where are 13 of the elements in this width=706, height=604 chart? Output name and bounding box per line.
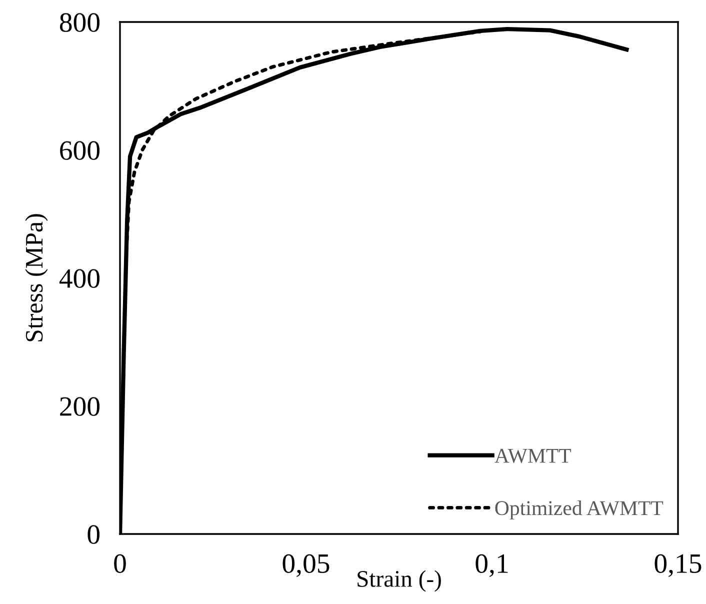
- x-tick-label: 0,1: [476, 554, 508, 577]
- y-tick-label: 600: [60, 141, 100, 160]
- legend-label: AWMTT: [494, 448, 572, 463]
- y-tick-label: 0: [88, 525, 100, 544]
- y-axis-title: Stress (MPa): [25, 214, 48, 342]
- y-tick-label: 800: [60, 13, 100, 32]
- y-tick-label: 400: [59, 269, 100, 288]
- x-tick-label: 0,15: [654, 554, 702, 577]
- legend-label: Optimized AWMTT: [495, 500, 664, 520]
- x-axis-title: Strain (-): [358, 570, 441, 592]
- y-tick-label: 200: [60, 397, 100, 416]
- x-tick-label: 0,05: [282, 554, 330, 577]
- x-tick-label: 0: [114, 554, 126, 573]
